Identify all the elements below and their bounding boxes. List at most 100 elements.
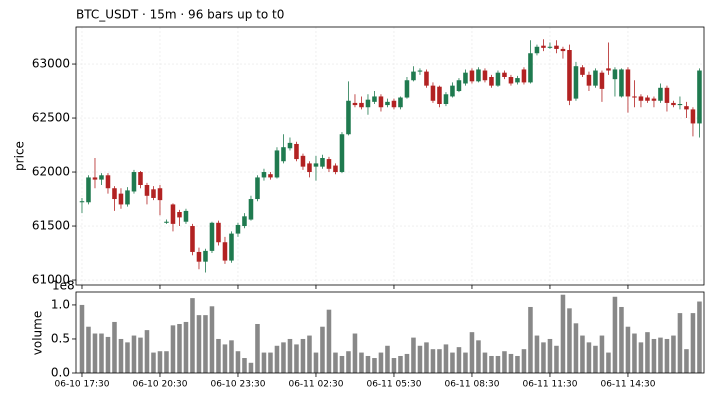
x-tick-label: 06-11 11:30 [522, 380, 577, 390]
candle-body [476, 69, 481, 82]
candle-body [495, 72, 501, 86]
candle-body [560, 48, 566, 52]
candle-body [177, 211, 182, 218]
volume-bar [495, 355, 501, 373]
candle-body [131, 172, 137, 192]
volume-bar [645, 332, 650, 373]
volume-bar [294, 344, 299, 373]
volume-bar [281, 342, 286, 373]
candle-body [469, 70, 475, 82]
candle-body [489, 77, 494, 86]
volume-axis-label: volume [31, 311, 45, 355]
volume-bar [326, 309, 332, 373]
candle-body [417, 70, 423, 72]
volume-y-tick-label: 1.0 [51, 297, 70, 311]
candle-body [79, 201, 85, 203]
candle-body [235, 224, 241, 234]
candle-body [164, 221, 169, 223]
candle-body [274, 150, 280, 178]
candle-body [281, 147, 286, 162]
volume-bar [534, 335, 540, 373]
volume-bar [138, 337, 143, 373]
volume-bar [196, 315, 202, 373]
volume-bar [183, 321, 189, 373]
y-tick-label: 63000 [32, 57, 70, 71]
candle-body [183, 210, 189, 222]
candle-body [658, 87, 663, 101]
candle-body [294, 143, 299, 160]
candle-body [625, 69, 631, 97]
candle-body [612, 69, 618, 80]
volume-bar [300, 338, 306, 373]
volume-bar [625, 326, 631, 373]
candle-body [567, 50, 572, 101]
candle-body [482, 70, 488, 81]
candle-body [359, 102, 364, 108]
candle-body [508, 77, 514, 84]
candle-body [196, 251, 202, 262]
volume-bar [651, 338, 657, 373]
volume-bar [573, 323, 579, 373]
candle-body [430, 85, 436, 101]
candle-body [450, 85, 455, 97]
volume-bar [658, 337, 663, 373]
candle-body [664, 87, 670, 103]
candle-body [346, 100, 351, 135]
candle-body [534, 46, 540, 54]
candle-body [313, 163, 319, 167]
candle-body [222, 242, 228, 261]
volume-bar [391, 358, 397, 373]
candle-body [541, 45, 546, 48]
candle-body [632, 96, 637, 98]
volume-bar [619, 306, 624, 373]
volume-bar [203, 315, 208, 373]
volume-bar [508, 353, 514, 373]
volume-bar [398, 355, 403, 373]
y-tick-label: 62000 [32, 165, 70, 179]
volume-y-tick-label: 0.0 [51, 366, 70, 380]
volume-bar [638, 342, 644, 373]
volume-bar [404, 353, 410, 373]
candle-body [404, 80, 410, 98]
candle-body [99, 175, 104, 180]
candle-body [528, 53, 533, 83]
volume-bar [105, 336, 111, 373]
volume-bar [170, 325, 176, 373]
volume-bar [372, 358, 377, 373]
candle-body [437, 86, 442, 105]
candle-body [151, 189, 156, 198]
volume-bar [346, 351, 351, 373]
candle-body [86, 177, 91, 203]
candle-body [320, 157, 325, 167]
candle-body [287, 142, 293, 149]
candle-body [411, 71, 416, 81]
volume-bar [586, 342, 592, 373]
volume-y-tick-label: 0.5 [51, 331, 70, 345]
y-tick-label: 61000 [32, 273, 70, 287]
price-frame [75, 26, 705, 286]
candle-body [606, 68, 611, 71]
volume-bar [222, 344, 228, 373]
candle-body [502, 72, 507, 78]
candle-body [638, 96, 644, 101]
candle-body [255, 177, 260, 200]
candle-body [157, 188, 163, 201]
candle-body [391, 100, 397, 108]
volume-bar [313, 352, 319, 373]
volume-bar [261, 352, 267, 373]
volume-bar [502, 351, 507, 373]
volume-bar [378, 352, 384, 373]
candle-body [378, 96, 384, 108]
volume-bar [255, 323, 260, 373]
volume-bar [235, 351, 241, 373]
candle-body [645, 97, 650, 101]
volume-bar [469, 332, 475, 373]
candle-body [521, 69, 527, 83]
candle-body [573, 66, 579, 99]
candle-body [307, 163, 312, 173]
candle-body [372, 96, 377, 102]
volume-bar [664, 338, 670, 373]
x-tick-label: 06-11 14:30 [600, 380, 655, 390]
y-tick-label: 62500 [32, 111, 70, 125]
volume-bar [632, 333, 637, 373]
